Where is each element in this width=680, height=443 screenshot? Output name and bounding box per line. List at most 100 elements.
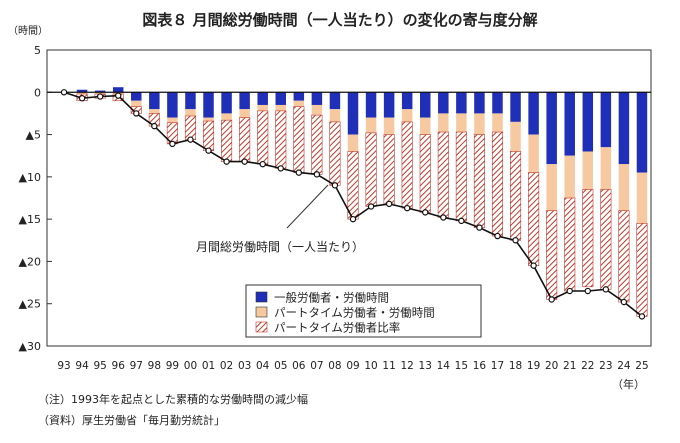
total-hours-point: [494, 232, 501, 240]
bar-segment: [491, 131, 504, 237]
y-tick-label: ▲30: [19, 340, 41, 353]
total-hours-point: [403, 204, 411, 212]
y-tick-label: ▲10: [19, 171, 41, 184]
bar-segment: [636, 172, 648, 224]
bar-segment: [365, 117, 377, 133]
bar-segment: [202, 120, 215, 151]
bar-segment: [311, 92, 323, 105]
bar-segment: [474, 113, 485, 135]
bar-segment: [167, 117, 178, 123]
bar-segment: [383, 134, 395, 205]
x-tick-label: 18: [509, 360, 522, 372]
total-hours-point: [638, 313, 646, 320]
total-hours-point: [566, 287, 573, 295]
annotation-leader: [286, 184, 329, 229]
x-tick-label: 01: [202, 360, 215, 372]
bar-segment: [365, 92, 377, 118]
note-text: （注）1993年を起点とした累積的な労働時間の減少幅: [38, 392, 308, 406]
total-hours-point: [620, 298, 628, 306]
x-tick-label: 22: [581, 360, 594, 372]
x-tick-label: 06: [292, 360, 306, 372]
bar-segment: [76, 89, 88, 93]
x-tick-label: 25: [635, 360, 648, 372]
legend-label: 一般労働者・労働時間: [274, 291, 389, 305]
total-line-group: [60, 89, 646, 320]
total-hours-point: [78, 95, 86, 102]
x-tick-label: 12: [400, 360, 413, 372]
total-hours-point: [313, 171, 321, 178]
total-hours-point: [367, 203, 375, 210]
bar-segment: [383, 117, 395, 135]
bar-segment: [293, 92, 305, 101]
bar-segment: [600, 92, 612, 148]
bar-segment: [239, 117, 251, 162]
total-hours-point: [584, 287, 591, 295]
bar-segment: [221, 119, 233, 162]
total-hours-point: [331, 182, 339, 189]
x-tick-label: 02: [220, 360, 233, 372]
x-tick-label: 98: [148, 360, 161, 372]
bar-segment: [94, 92, 106, 94]
bar-segment: [528, 172, 540, 266]
total-hours-point: [151, 122, 158, 130]
x-tick-label: 99: [166, 360, 179, 372]
total-hours-point: [458, 217, 465, 225]
source-text: （資料）厚生労働省「毎月勤労統計」: [38, 413, 225, 427]
bar-segment: [456, 113, 467, 133]
bar-segment: [275, 104, 286, 111]
bar-segment: [329, 121, 341, 186]
bar-segment: [510, 121, 521, 152]
legend-label: パートタイム労働者・労働時間: [274, 306, 435, 320]
bar-segment: [203, 92, 214, 118]
total-hours-point: [295, 169, 303, 176]
x-tick-label: 14: [437, 360, 451, 372]
x-tick-label: 10: [364, 360, 377, 372]
total-hours-point: [60, 89, 68, 96]
bars-group: [76, 87, 648, 317]
total-hours-point: [385, 200, 393, 208]
bar-segment: [528, 92, 539, 135]
bar-segment: [311, 114, 323, 175]
bar-segment: [546, 164, 557, 211]
y-axis: 5 0 ▲5 ▲10 ▲15 ▲20 ▲25 ▲30: [19, 44, 52, 353]
bar-segment: [347, 134, 359, 152]
bar-segment: [329, 92, 341, 110]
bar-segment: [546, 210, 558, 300]
bar-segment: [564, 155, 575, 198]
bar-segment: [221, 92, 232, 114]
x-tick-label: 19: [527, 360, 540, 372]
x-tick-label: 16: [473, 360, 487, 372]
x-tick-label: 09: [346, 360, 359, 372]
bar-segment: [600, 147, 612, 190]
bar-segment: [112, 87, 124, 93]
y-tick-label: 5: [34, 44, 41, 57]
bar-segment: [618, 92, 630, 165]
x-tick-label: 04: [256, 360, 270, 372]
total-hours-point: [187, 136, 194, 143]
bar-segment: [94, 90, 106, 93]
total-hours-point: [602, 286, 610, 293]
bar-segment: [473, 134, 485, 228]
x-axis-label: （年）: [612, 377, 645, 391]
bar-segment: [600, 189, 612, 290]
bar-segment: [347, 151, 359, 220]
bar-segment: [275, 92, 286, 105]
plot-area: [46, 49, 652, 347]
bar-segment: [582, 92, 594, 152]
bar-segment: [293, 106, 305, 173]
bar-segment: [582, 189, 594, 288]
bar-segment: [257, 110, 269, 165]
bar-segment: [131, 100, 142, 107]
x-tick-label: 95: [93, 360, 106, 372]
bar-segment: [456, 92, 467, 114]
total-hours-point: [440, 214, 447, 221]
x-tick-label: 03: [238, 360, 251, 372]
y-axis-label: （時間）: [8, 25, 48, 37]
total-hours-point: [223, 158, 230, 165]
bar-segment: [420, 92, 431, 118]
x-tick-label: 93: [57, 360, 70, 372]
bar-segment: [438, 113, 449, 133]
x-tick-label: 08: [328, 360, 341, 372]
